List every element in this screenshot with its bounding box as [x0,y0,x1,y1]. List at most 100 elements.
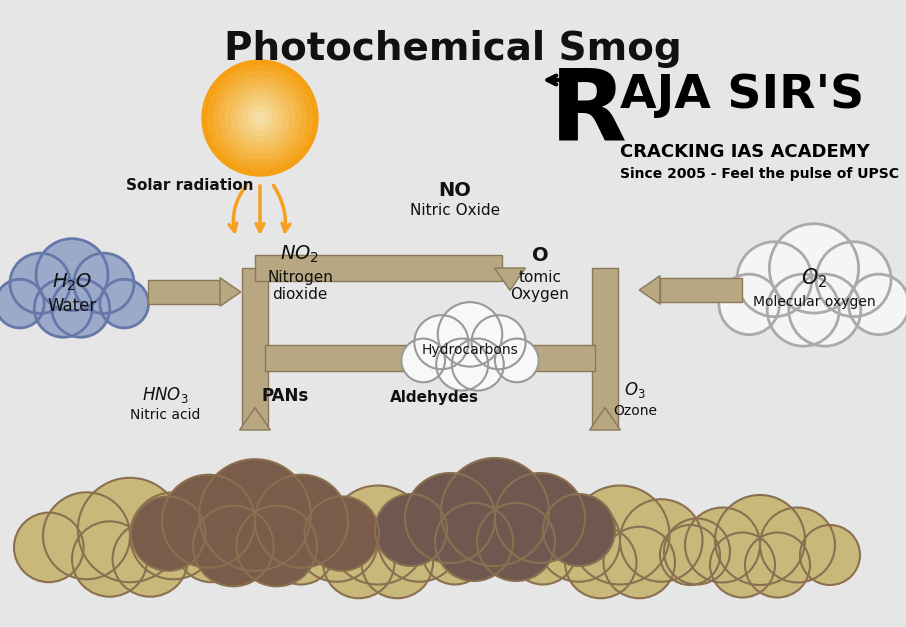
Circle shape [422,519,488,584]
Circle shape [471,315,525,369]
Text: Nitrogen: Nitrogen [267,270,333,285]
Circle shape [207,66,313,170]
Text: Aldehydes: Aldehydes [390,390,479,405]
Circle shape [438,302,502,367]
Circle shape [304,497,379,571]
Circle shape [236,506,317,586]
Circle shape [214,71,306,164]
Text: $O_3$: $O_3$ [624,380,646,400]
Circle shape [34,279,92,337]
Circle shape [660,525,720,585]
Circle shape [664,519,730,584]
Polygon shape [255,255,502,281]
Polygon shape [242,268,268,428]
Circle shape [219,77,301,159]
Circle shape [73,253,134,314]
Polygon shape [640,276,660,304]
Circle shape [767,274,839,346]
Text: tomic: tomic [518,270,562,285]
Circle shape [226,83,294,153]
Text: PANs: PANs [261,387,309,405]
Polygon shape [592,268,618,428]
Text: Photochemical Smog: Photochemical Smog [224,30,682,68]
Polygon shape [495,268,525,290]
Circle shape [100,279,149,328]
Circle shape [323,527,394,598]
Text: Hydrocarbons: Hydrocarbons [421,343,518,357]
Circle shape [255,112,265,124]
Circle shape [112,521,188,597]
Text: O: O [532,246,548,265]
Circle shape [0,279,44,328]
Circle shape [255,475,348,567]
Circle shape [329,485,428,584]
Circle shape [199,459,311,571]
Text: Oxygen: Oxygen [511,287,570,302]
Circle shape [710,532,775,598]
Circle shape [849,274,906,335]
Circle shape [202,60,318,176]
Text: NO: NO [439,181,471,200]
Circle shape [435,503,513,581]
Circle shape [72,521,148,597]
Circle shape [295,499,378,582]
Circle shape [719,274,779,335]
Text: Solar radiation: Solar radiation [126,178,254,193]
Text: AJA SIR'S: AJA SIR'S [620,73,864,118]
Circle shape [685,507,760,582]
Circle shape [361,527,433,598]
Circle shape [495,473,585,563]
Polygon shape [220,278,241,307]
Circle shape [375,494,447,566]
Circle shape [620,499,702,582]
Circle shape [816,242,891,317]
Circle shape [162,475,255,567]
Circle shape [414,315,468,369]
Circle shape [760,507,835,582]
Circle shape [378,499,460,582]
Circle shape [236,95,284,141]
Circle shape [543,494,615,566]
Circle shape [243,100,277,135]
Circle shape [177,513,246,582]
Circle shape [405,473,495,563]
Circle shape [130,492,217,579]
Text: $H_2O$: $H_2O$ [52,271,92,293]
Circle shape [571,485,670,584]
Circle shape [36,239,108,310]
Circle shape [715,495,805,585]
Text: Nitric Oxide: Nitric Oxide [410,203,500,218]
Polygon shape [239,408,270,430]
Polygon shape [148,280,220,304]
Circle shape [52,279,110,337]
Text: Ozone: Ozone [613,404,657,418]
Text: R: R [550,65,627,162]
Circle shape [78,478,182,582]
Circle shape [452,339,504,391]
Text: Nitric acid: Nitric acid [130,408,200,422]
Polygon shape [660,278,742,302]
Circle shape [268,519,334,584]
Circle shape [565,527,637,598]
Text: $NO_2$: $NO_2$ [281,244,320,265]
Circle shape [441,458,549,566]
Text: Since 2005 - Feel the pulse of UPSC: Since 2005 - Feel the pulse of UPSC [620,167,899,181]
Circle shape [248,107,272,130]
Circle shape [769,224,859,313]
Circle shape [745,532,810,598]
Circle shape [537,499,620,582]
Text: Molecular oxygen: Molecular oxygen [753,295,875,309]
Circle shape [789,274,861,346]
Circle shape [10,253,71,314]
Text: Water: Water [47,297,97,315]
Polygon shape [590,408,621,430]
Circle shape [14,513,83,582]
Circle shape [477,503,555,581]
Text: dioxide: dioxide [273,287,328,302]
Text: CRACKING IAS ACADEMY: CRACKING IAS ACADEMY [620,143,870,161]
Text: $HNO_3$: $HNO_3$ [141,385,188,405]
Circle shape [510,519,576,584]
Circle shape [603,527,675,598]
Polygon shape [265,345,595,371]
Circle shape [231,89,289,147]
